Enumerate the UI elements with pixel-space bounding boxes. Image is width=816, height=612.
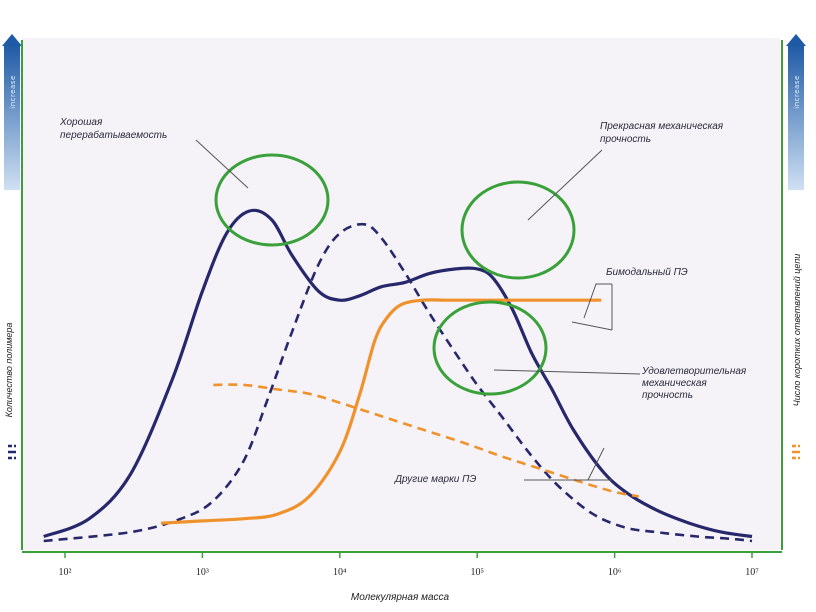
x-tick-label: 10⁶ <box>608 567 622 578</box>
plot-background <box>22 38 780 550</box>
x-tick-label: 10² <box>59 567 72 578</box>
highlight-circle-processability <box>214 153 330 247</box>
highlight-circle-satisfactory <box>432 300 548 396</box>
left-legend-key <box>8 444 16 460</box>
right-axis-arrow-head <box>786 34 806 46</box>
series-other-branching <box>213 383 640 498</box>
annotation-leaders <box>195 139 641 481</box>
left-axis-arrow-head <box>2 34 22 46</box>
series-bimodal-branching <box>160 298 602 525</box>
right-axis-arrow-bar <box>788 44 804 190</box>
left-axis-arrow-bar <box>4 44 20 190</box>
series-other-mwd <box>43 222 753 543</box>
left-axis-title: Количество полимера <box>4 323 14 418</box>
annotation-bimodal-pe: Бимодальный ПЭ <box>606 267 688 278</box>
annotation-excellent-strength: Прекрасная механическая прочность <box>600 121 726 145</box>
x-tick-label: 10⁷ <box>745 567 759 578</box>
annotation-good-processability: Хорошая перерабатываемость <box>59 117 167 141</box>
x-ticks: 10² 10³ 10⁴ 10⁵ 10⁶ 10⁷ <box>59 552 759 578</box>
right-legend-key <box>792 444 800 460</box>
left-axis-arrow-text: increase <box>9 75 17 109</box>
highlight-circle-strength <box>460 180 576 280</box>
x-tick-label: 10⁴ <box>333 567 347 578</box>
x-tick-label: 10³ <box>196 567 209 578</box>
x-tick-label: 10⁵ <box>470 567 484 578</box>
annotation-satisfactory-strength: Удовлетворительная механическая прочност… <box>641 366 749 401</box>
right-axis-title: Число коротких ответвлений цепи <box>792 254 802 407</box>
right-axis-arrow-text: increase <box>793 75 801 109</box>
annotation-other-pe: Другие марки ПЭ <box>394 474 476 485</box>
x-axis-title: Молекулярная масса <box>351 592 450 603</box>
